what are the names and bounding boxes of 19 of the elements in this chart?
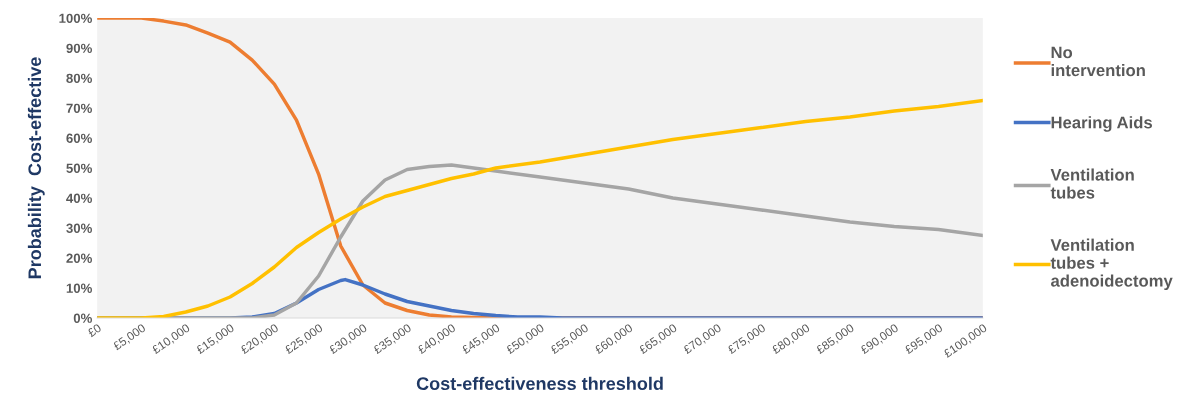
y-tick-label: 50%: [66, 163, 92, 173]
x-axis-title: Cost-effectiveness threshold: [416, 376, 663, 391]
y-tick-label: 60%: [66, 133, 92, 143]
y-tick-label: 40%: [66, 193, 92, 203]
y-tick-label: 70%: [66, 103, 92, 113]
y-tick-label: 30%: [66, 223, 92, 233]
y-axis-title: Probability Cost-effective: [27, 57, 45, 279]
y-tick-label: 10%: [66, 283, 92, 293]
legend-label: Ventilation tubes: [1050, 168, 1134, 199]
x-tick-label: £0: [86, 323, 102, 338]
y-tick-label: 100%: [59, 13, 92, 23]
line-series: [97, 98, 983, 318]
y-tick-label: 90%: [66, 43, 92, 53]
y-tick-label: 80%: [66, 73, 92, 83]
legend-label: No intervention: [1051, 46, 1145, 77]
y-tick-label: 0%: [73, 313, 92, 323]
legend-label: Hearing Aids: [1051, 116, 1152, 132]
y-tick-label: 20%: [66, 253, 92, 263]
legend-label: Ventilation tubes + adenoidectomy: [1050, 238, 1173, 291]
